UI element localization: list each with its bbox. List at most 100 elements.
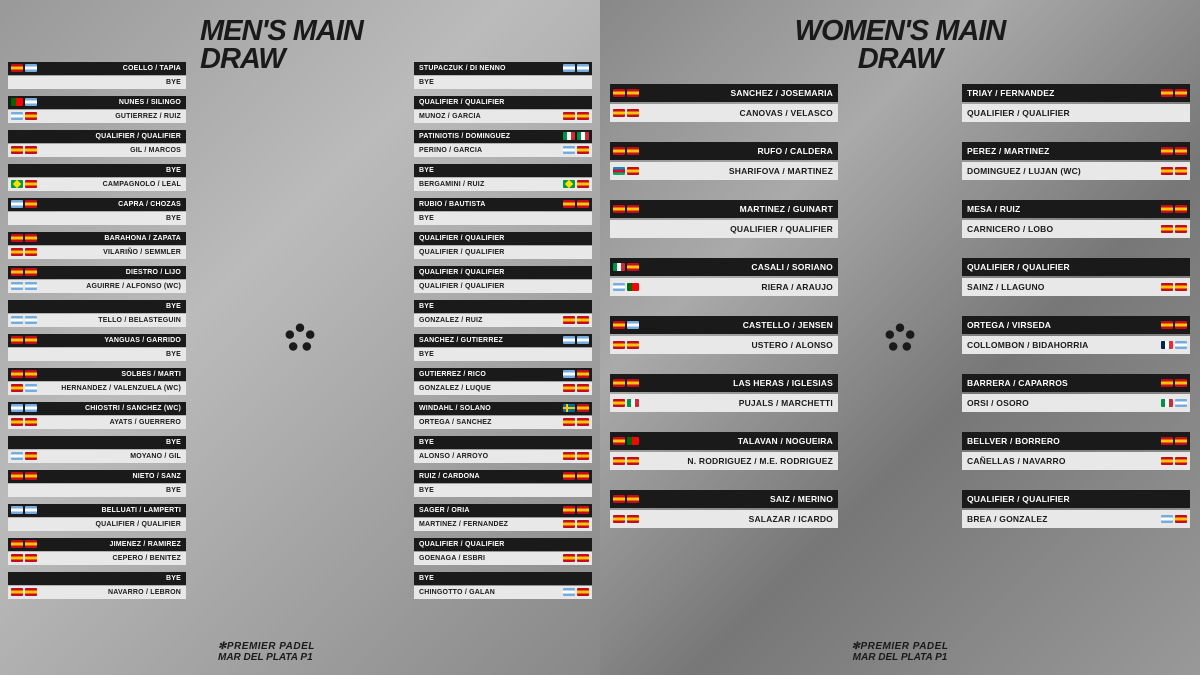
player-names: NUNES / SILINGO — [114, 99, 186, 106]
player-names: BYE — [414, 575, 439, 582]
flag-es — [627, 89, 639, 97]
player-names: BYE — [161, 79, 186, 86]
player-slot: BYE — [8, 348, 186, 361]
player-slot: PEREZ / MARTINEZ — [962, 142, 1190, 160]
flag-es — [613, 205, 625, 213]
flags — [11, 146, 37, 154]
player-names: RIERA / ARAUJO — [756, 282, 838, 292]
player-slot: QUALIFIER / QUALIFIER — [414, 246, 592, 259]
flags — [11, 370, 37, 378]
player-names: QUALIFIER / QUALIFIER — [91, 133, 186, 140]
player-names: SANCHEZ / JOSEMARIA — [725, 88, 838, 98]
player-names: BYE — [161, 215, 186, 222]
match-group: SAIZ / MERINOSALAZAR / ICARDO — [610, 490, 838, 530]
flag-es — [563, 472, 575, 480]
player-names: BERGAMINI / RUIZ — [414, 181, 489, 188]
player-slot: BYE — [414, 300, 592, 313]
match-group: LAS HERAS / IGLESIASPUJALS / MARCHETTI — [610, 374, 838, 414]
match-group: PEREZ / MARTINEZDOMINGUEZ / LUJAN (WC) — [962, 142, 1190, 182]
player-names: BYE — [161, 351, 186, 358]
match-group: GUTIERREZ / RICOGONZALEZ / LUQUE — [414, 368, 592, 396]
player-slot: QUALIFIER / QUALIFIER — [414, 280, 592, 293]
match-group: QUALIFIER / QUALIFIERBREA / GONZALEZ — [962, 490, 1190, 530]
flag-ar — [25, 384, 37, 392]
flags — [11, 404, 37, 412]
flags — [563, 588, 589, 596]
match-group: DIESTRO / LIJO AGUIRRE / ALFONSO (WC) — [8, 266, 186, 294]
match-group: SANCHEZ / GUTIERREZBYE — [414, 334, 592, 362]
player-slot: STUPACZUK / DI NENNO — [414, 62, 592, 75]
player-names: NIETO / SANZ — [127, 473, 186, 480]
match-group: RUFO / CALDERASHARIFOVA / MARTINEZ — [610, 142, 838, 182]
player-slot: MUNOZ / GARCIA — [414, 110, 592, 123]
flag-es — [25, 452, 37, 460]
player-slot: SALAZAR / ICARDO — [610, 510, 838, 528]
player-names: STUPACZUK / DI NENNO — [414, 65, 511, 72]
flags — [11, 336, 37, 344]
player-slot: MOYANO / GIL — [8, 450, 186, 463]
player-slot: SHARIFOVA / MARTINEZ — [610, 162, 838, 180]
match-group: WINDAHL / SOLANOORTEGA / SANCHEZ — [414, 402, 592, 430]
flag-es — [11, 146, 23, 154]
player-slot: SANCHEZ / JOSEMARIA — [610, 84, 838, 102]
match-group: BYETELLO / BELASTEGUIN — [8, 300, 186, 328]
match-group: BYEGONZALEZ / RUIZ — [414, 300, 592, 328]
flags — [1161, 399, 1187, 407]
flag-es — [1161, 167, 1173, 175]
match-group: CHIOSTRI / SANCHEZ (WC)AYATS / GUERRERO — [8, 402, 186, 430]
flag-es — [613, 399, 625, 407]
flag-ar — [577, 64, 589, 72]
flag-es — [25, 180, 37, 188]
flag-br — [11, 180, 23, 188]
player-slot: BYE — [8, 436, 186, 449]
player-names: MOYANO / GIL — [125, 453, 186, 460]
flag-ar — [563, 146, 575, 154]
flags — [613, 263, 639, 271]
flag-es — [11, 268, 23, 276]
player-slot: BYE — [414, 76, 592, 89]
player-slot: DIESTRO / LIJO — [8, 266, 186, 279]
player-names: RUBIO / BAUTISTA — [414, 201, 490, 208]
flag-es — [25, 540, 37, 548]
match-group: QUALIFIER / QUALIFIERSAINZ / LLAGUNO — [962, 258, 1190, 298]
flag-es — [577, 200, 589, 208]
flag-es — [1161, 379, 1173, 387]
match-group: BYECAMPAGNOLO / LEAL — [8, 164, 186, 192]
player-slot: BYE — [414, 348, 592, 361]
flags — [563, 384, 589, 392]
flags — [1161, 379, 1187, 387]
flag-es — [563, 452, 575, 460]
player-slot: CHINGOTTO / GALAN — [414, 586, 592, 599]
player-slot: N. RODRIGUEZ / M.E. RODRIGUEZ — [610, 452, 838, 470]
player-slot: JIMENEZ / RAMIREZ — [8, 538, 186, 551]
player-names: VILARIÑO / SEMMLER — [98, 249, 186, 256]
player-names: QUALIFIER / QUALIFIER — [962, 108, 1075, 118]
player-slot: BYE — [8, 76, 186, 89]
player-slot: YANGUAS / GARRIDO — [8, 334, 186, 347]
match-group: YANGUAS / GARRIDO BYE — [8, 334, 186, 362]
match-group: BARAHONA / ZAPATA VILARIÑO / SEMMLER — [8, 232, 186, 260]
flags — [613, 89, 639, 97]
flag-az — [613, 167, 625, 175]
player-slot: SANCHEZ / GUTIERREZ — [414, 334, 592, 347]
flag-es — [563, 554, 575, 562]
player-slot: BARAHONA / ZAPATA — [8, 232, 186, 245]
player-names: GUTIERREZ / RUIZ — [110, 113, 186, 120]
flag-es — [25, 112, 37, 120]
flags — [1161, 147, 1187, 155]
flags — [613, 341, 639, 349]
match-group: QUALIFIER / QUALIFIERGOENAGA / ESBRI — [414, 538, 592, 566]
flag-br — [563, 180, 575, 188]
player-slot: COELLO / TAPIA — [8, 62, 186, 75]
flags — [11, 282, 37, 290]
player-names: CASALI / SORIANO — [746, 262, 838, 272]
flags — [11, 588, 37, 596]
match-group: COELLO / TAPIA BYE — [8, 62, 186, 90]
player-names: AGUIRRE / ALFONSO (WC) — [81, 283, 186, 290]
player-slot: QUALIFIER / QUALIFIER — [8, 518, 186, 531]
flag-es — [627, 341, 639, 349]
player-names: MARTINEZ / FERNANDEZ — [414, 521, 513, 528]
flag-ar — [11, 200, 23, 208]
flags — [613, 515, 639, 523]
flags — [613, 205, 639, 213]
